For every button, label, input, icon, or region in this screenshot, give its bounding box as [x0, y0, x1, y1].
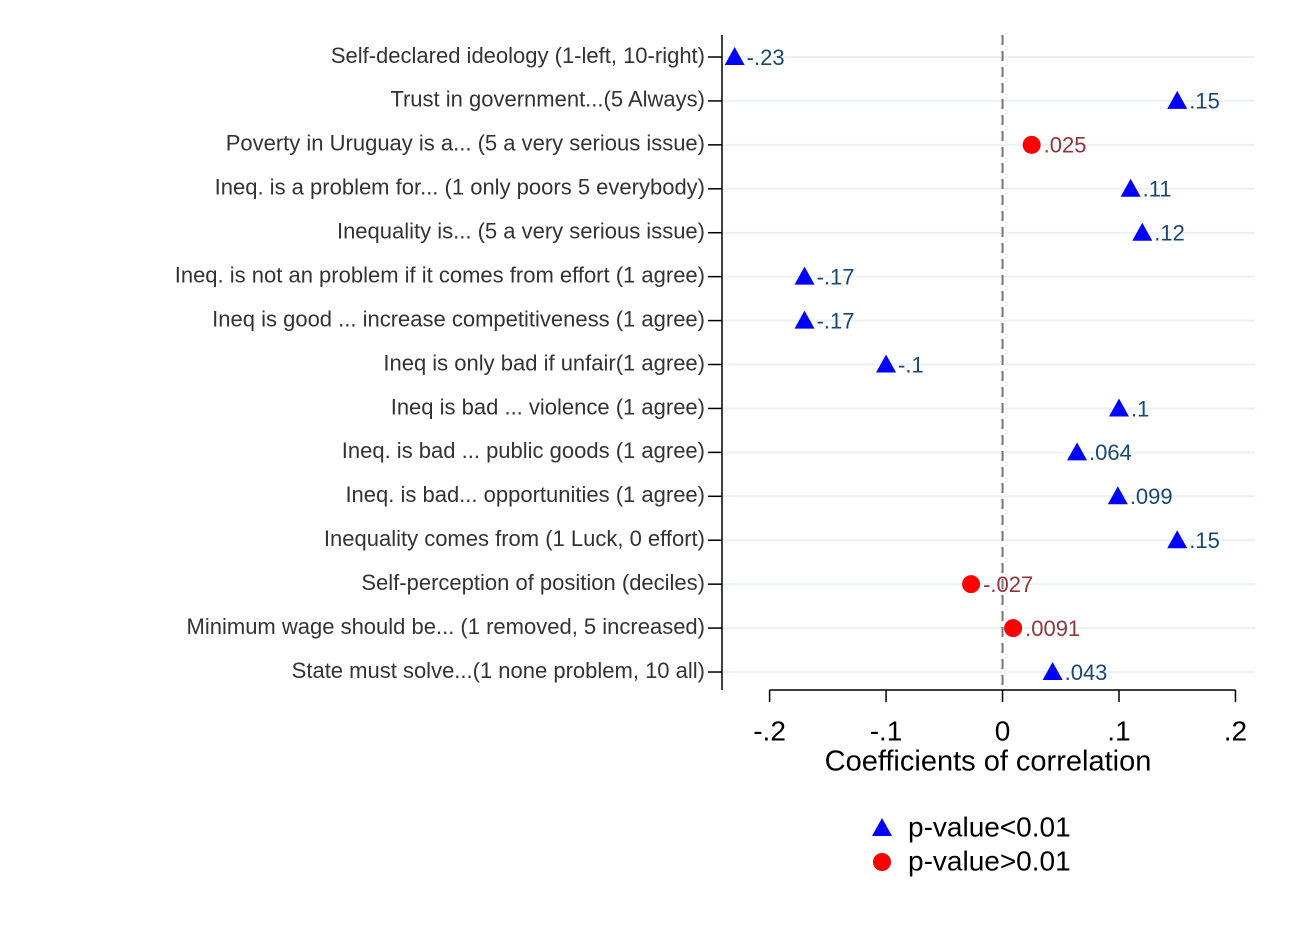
- y-tick-label: State must solve...(1 none problem, 10 a…: [292, 658, 705, 683]
- triangle-marker: [794, 266, 815, 285]
- x-tick-label: -.1: [870, 715, 903, 746]
- data-label: .043: [1065, 660, 1108, 685]
- legend-label: p-value>0.01: [908, 845, 1071, 876]
- x-tick-label: -.2: [753, 715, 786, 746]
- triangle-marker: [1120, 178, 1141, 197]
- data-label: .0091: [1025, 616, 1080, 641]
- triangle-marker: [1167, 530, 1188, 549]
- circle-marker: [1022, 135, 1041, 154]
- triangle-marker: [1042, 662, 1063, 681]
- x-tick-label: 0: [995, 715, 1011, 746]
- data-label: -.23: [747, 45, 785, 70]
- data-label: .12: [1154, 221, 1185, 246]
- y-tick-label: Trust in government...(5 Always): [390, 87, 705, 112]
- triangle-marker: [876, 354, 897, 373]
- circle-marker: [1004, 619, 1023, 638]
- y-tick-label: Inequality comes from (1 Luck, 0 effort): [324, 526, 705, 551]
- triangle-marker: [1108, 398, 1129, 417]
- data-label: -.17: [817, 308, 855, 333]
- y-tick-label: Ineq. is bad... opportunities (1 agree): [345, 482, 705, 507]
- x-tick-label: .2: [1224, 715, 1247, 746]
- y-tick-label: Self-declared ideology (1-left, 10-right…: [331, 43, 705, 68]
- y-tick-label: Ineq. is not an problem if it comes from…: [175, 262, 705, 287]
- data-label: .1: [1131, 396, 1149, 421]
- legend-marker: [873, 853, 891, 871]
- y-tick-label: Ineq is bad ... violence (1 agree): [391, 394, 705, 419]
- triangle-marker: [794, 310, 815, 329]
- circle-marker: [962, 575, 981, 594]
- data-label: -.027: [983, 572, 1033, 597]
- data-label: -.1: [898, 352, 924, 377]
- y-tick-label: Minimum wage should be... (1 removed, 5 …: [187, 614, 705, 639]
- triangle-marker: [1067, 442, 1088, 461]
- triangle-marker: [1107, 486, 1128, 505]
- y-tick-label: Ineq. is a problem for... (1 only poors …: [215, 175, 705, 200]
- triangle-marker: [1167, 90, 1188, 109]
- legend-marker: [872, 818, 892, 836]
- y-tick-label: Ineq is good ... increase competitivenes…: [212, 306, 705, 331]
- triangle-marker: [1132, 222, 1153, 241]
- y-tick-label: Self-perception of position (deciles): [361, 570, 705, 595]
- data-label: .15: [1189, 89, 1220, 114]
- data-label: .064: [1089, 440, 1132, 465]
- y-tick-label: Inequality is... (5 a very serious issue…: [337, 219, 705, 244]
- y-tick-label: Ineq. is bad ... public goods (1 agree): [342, 438, 705, 463]
- data-label: .025: [1044, 133, 1087, 158]
- y-tick-label: Ineq is only bad if unfair(1 agree): [383, 350, 705, 375]
- data-label: -.17: [817, 264, 855, 289]
- y-tick-label: Poverty in Uruguay is a... (5 a very ser…: [226, 131, 705, 156]
- legend-label: p-value<0.01: [908, 811, 1071, 842]
- x-tick-label: .1: [1107, 715, 1130, 746]
- data-label: .099: [1130, 484, 1173, 509]
- data-label: .15: [1189, 528, 1220, 553]
- x-axis-title: Coefficients of correlation: [825, 746, 1152, 778]
- triangle-marker: [724, 47, 745, 65]
- data-label: .11: [1143, 177, 1172, 202]
